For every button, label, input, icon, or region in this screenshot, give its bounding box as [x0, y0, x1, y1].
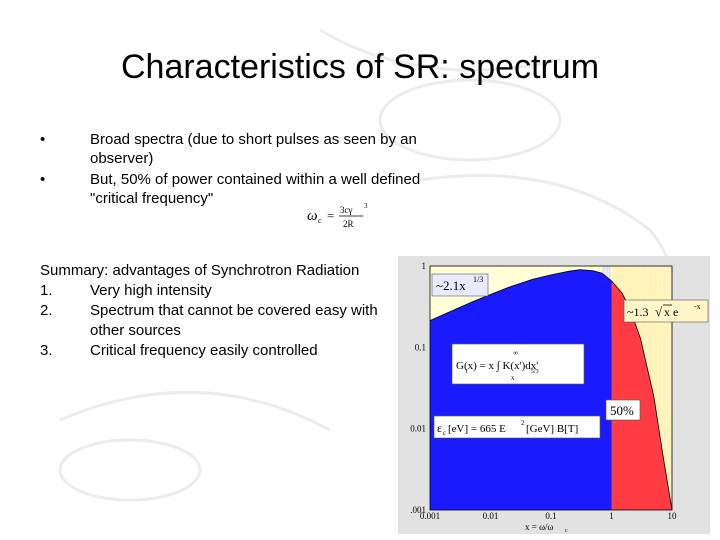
x-tick-label: 0.001: [420, 511, 440, 521]
bullet-item: • But, 50% of power contained within a w…: [40, 170, 440, 208]
summary-number: 1.: [40, 282, 53, 299]
critical-frequency-formula: ω c = 3cγ 3 2R: [307, 202, 368, 229]
y-tick-label: .001: [410, 505, 426, 515]
annotation-percent-text: 50%: [610, 403, 634, 418]
annotation-low: ~2.1x 1/3: [431, 273, 489, 297]
formula-exponent: 3: [364, 202, 368, 210]
annotation-integral-text: G(x) = x ∫ K(x')dx': [456, 360, 538, 372]
annotation-critical-body: [eV] = 665 E: [448, 423, 506, 435]
y-tick-label: 0.1: [415, 342, 426, 352]
x-tick-labels: 0.001 0.01 0.1 1 10: [420, 511, 677, 521]
slide-title: Characteristics of SR: spectrum: [120, 48, 600, 86]
annotation-low-exponent: 1/3: [473, 275, 483, 284]
bullet-list: • Broad spectra (due to short pulses as …: [40, 130, 440, 210]
spectrum-area-above-critical: [611, 280, 672, 510]
annotation-critical-sub: c: [443, 429, 446, 437]
summary-text: Critical frequency easily controlled: [90, 342, 318, 359]
x-tick-label: 1: [609, 511, 614, 521]
annotation-integral-upper: ∞: [513, 349, 518, 357]
annotation-high-mid: x e: [664, 305, 678, 319]
x-tick-label: 0.1: [545, 511, 556, 521]
bullet-item: • Broad spectra (due to short pulses as …: [40, 130, 440, 168]
bullet-marker: •: [40, 171, 46, 188]
x-tick-label: 10: [668, 511, 678, 521]
annotation-percent: 50%: [605, 399, 641, 421]
y-tick-label: 0.01: [410, 424, 426, 434]
summary-item: 2. Spectrum that cannot be covered easy …: [40, 301, 410, 341]
y-tick-label: 1: [422, 261, 427, 271]
spectrum-plot: 0.001 0.01 0.1 1 10 1 0.1 0.01 .001 x = ω/ω c ~…: [398, 256, 710, 534]
annotation-integral-sub2: 5/3: [531, 369, 539, 375]
bullet-text: Broad spectra (due to short pulses as se…: [90, 131, 417, 167]
x-axis-label-sub: c: [565, 528, 568, 534]
x-axis-label-text: x = ω/ω: [525, 522, 554, 532]
annotation-critical-exponent: 2: [521, 419, 525, 427]
x-tick-label: 0.01: [483, 511, 499, 521]
annotation-critical-tail: [GeV] B[T]: [526, 423, 578, 435]
spectrum-area-below-critical: [430, 269, 612, 510]
summary-item: 1. Very high intensity: [40, 281, 410, 301]
annotation-integral-lower: x: [511, 374, 515, 382]
annotation-low-text: ~2.1x: [436, 278, 466, 293]
bullet-marker: •: [40, 131, 46, 148]
bullet-text: But, 50% of power contained within a wel…: [90, 171, 421, 207]
annotation-critical-prefix: ε: [437, 421, 442, 435]
formula-omega: ω: [307, 208, 318, 224]
summary-block: Summary: advantages of Synchrotron Radia…: [40, 260, 410, 361]
annotation-integral-sub1: 1: [465, 369, 468, 375]
summary-text: Very high intensity: [90, 282, 212, 299]
y-tick-labels: 1 0.1 0.01 .001: [410, 261, 426, 515]
summary-item: 3. Critical frequency easily controlled: [40, 341, 410, 361]
annotation-critical-energy: ε c [eV] = 665 E 2 [GeV] B[T]: [433, 415, 601, 439]
formula-sub: c: [318, 216, 322, 225]
summary-number: 2.: [40, 302, 53, 319]
annotation-high-sqrt: √: [655, 304, 663, 319]
summary-text: Spectrum that cannot be covered easy wit…: [90, 302, 378, 339]
summary-number: 3.: [40, 342, 53, 359]
formula-numerator: 3cγ: [340, 205, 352, 215]
formula-equals: =: [327, 208, 334, 223]
annotation-integral: G(x) = x ∫ K(x')dx' ∞ x 1 5/3: [451, 343, 585, 385]
summary-heading: Summary: advantages of Synchrotron Radia…: [40, 262, 360, 279]
annotation-high-exponent: -x: [694, 302, 701, 311]
annotation-high: ~1.3 √ x e -x: [623, 299, 709, 323]
annotation-high-prefix: ~1.3: [627, 305, 649, 319]
plot-axes-box: [429, 265, 673, 511]
formula-denominator: 2R: [343, 219, 354, 229]
x-axis-label: x = ω/ω c: [525, 522, 568, 534]
